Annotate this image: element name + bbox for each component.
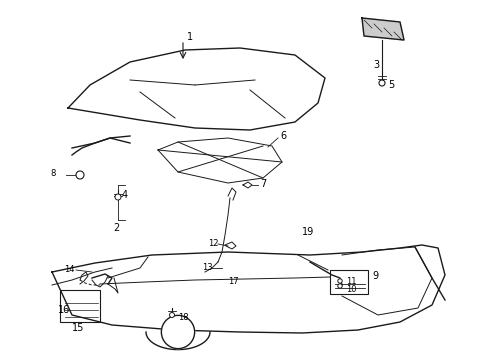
Text: 13: 13 [202, 262, 213, 271]
Text: 8: 8 [50, 168, 56, 177]
Bar [330, 270, 368, 294]
Text: 14: 14 [64, 265, 74, 274]
Text: 17: 17 [228, 278, 239, 287]
Circle shape [161, 315, 195, 348]
Text: 7: 7 [260, 179, 266, 189]
Text: 9: 9 [372, 271, 378, 281]
Circle shape [170, 312, 174, 318]
Text: 19: 19 [302, 227, 314, 237]
Text: 3: 3 [373, 60, 379, 70]
Text: 12: 12 [208, 239, 219, 248]
Text: 18: 18 [178, 312, 189, 321]
Text: 16: 16 [58, 305, 70, 315]
Circle shape [115, 194, 121, 200]
Text: 5: 5 [388, 80, 394, 90]
Text: 15: 15 [72, 323, 84, 333]
Text: 6: 6 [280, 131, 286, 141]
Circle shape [338, 284, 342, 288]
Text: 4: 4 [122, 190, 128, 200]
Circle shape [338, 279, 342, 283]
Circle shape [76, 171, 84, 179]
Circle shape [379, 80, 385, 86]
Text: 10: 10 [346, 285, 357, 294]
Bar [60, 290, 100, 322]
Text: 1: 1 [187, 32, 193, 42]
Text: 2: 2 [113, 223, 119, 233]
Polygon shape [362, 18, 404, 40]
Text: 11: 11 [346, 278, 357, 287]
